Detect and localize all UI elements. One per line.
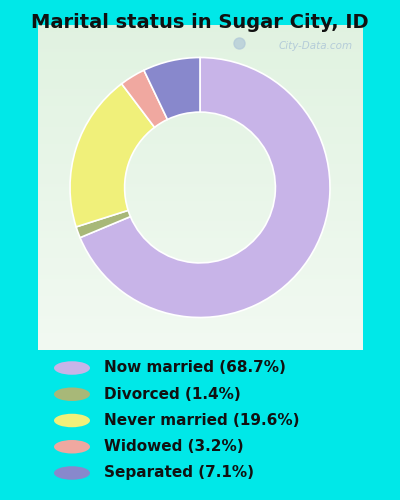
Circle shape <box>54 440 90 454</box>
Text: City-Data.com: City-Data.com <box>279 42 353 51</box>
Text: Divorced (1.4%): Divorced (1.4%) <box>104 387 241 402</box>
Text: Now married (68.7%): Now married (68.7%) <box>104 360 286 376</box>
Text: Separated (7.1%): Separated (7.1%) <box>104 466 254 480</box>
Circle shape <box>54 466 90 480</box>
Text: Widowed (3.2%): Widowed (3.2%) <box>104 439 244 454</box>
Text: Never married (19.6%): Never married (19.6%) <box>104 413 300 428</box>
Circle shape <box>54 414 90 427</box>
Wedge shape <box>80 58 330 318</box>
Circle shape <box>54 361 90 375</box>
Circle shape <box>54 388 90 401</box>
Wedge shape <box>76 210 130 238</box>
Wedge shape <box>70 84 154 227</box>
Wedge shape <box>122 70 168 128</box>
Wedge shape <box>144 58 200 120</box>
Text: Marital status in Sugar City, ID: Marital status in Sugar City, ID <box>31 12 369 32</box>
